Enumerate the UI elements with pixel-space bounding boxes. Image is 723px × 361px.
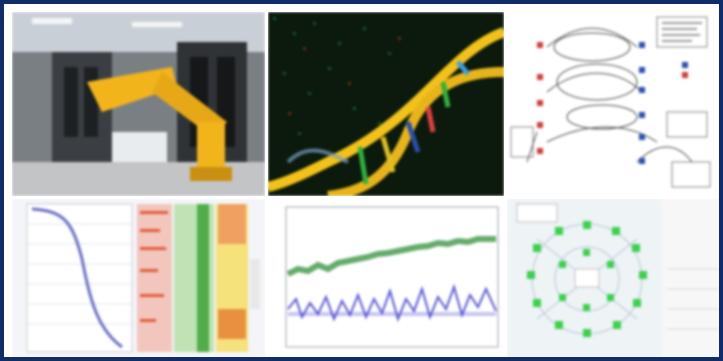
- time-series-plot-image: [268, 199, 504, 357]
- dna-helix-image: [268, 12, 504, 196]
- robot-arm-photo: [12, 12, 265, 196]
- network-graph-image: [507, 199, 719, 357]
- pathway-diagram-image: [507, 12, 719, 196]
- heatmap-plot-image: [12, 199, 265, 357]
